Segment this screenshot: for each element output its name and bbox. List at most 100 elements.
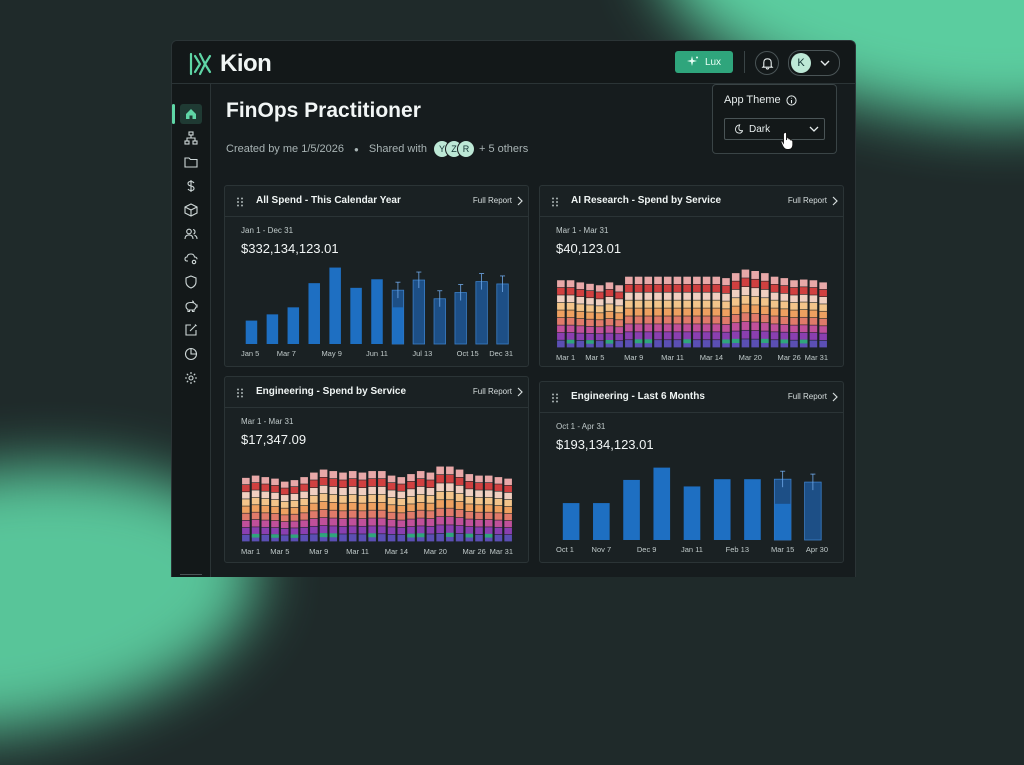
bar-segment <box>809 317 818 325</box>
drag-handle-icon[interactable] <box>551 393 559 403</box>
bar-segment <box>455 509 464 518</box>
sidebar-item-settings[interactable] <box>180 368 202 388</box>
bar-segment <box>819 326 827 333</box>
bar-segment <box>329 502 338 510</box>
drag-handle-icon[interactable] <box>236 197 244 207</box>
bar-segment <box>494 520 503 527</box>
bar-segment <box>280 495 289 502</box>
chevron-right-icon[interactable] <box>831 196 839 206</box>
bar-segment <box>484 475 493 483</box>
sidebar-item-reports[interactable] <box>180 320 202 340</box>
sidebar-item-cloud[interactable] <box>180 248 202 268</box>
drag-handle-icon[interactable] <box>236 388 244 398</box>
bar-segment <box>790 287 798 295</box>
bar-segment <box>673 340 682 348</box>
bar-segment <box>242 513 250 521</box>
sparkle-icon <box>686 56 698 66</box>
sidebar-item-resources[interactable] <box>180 200 202 220</box>
notifications-button[interactable] <box>755 51 779 75</box>
bar-segment-accent <box>290 534 299 538</box>
bar-segment <box>557 295 565 303</box>
bar-segment <box>280 535 289 542</box>
bar-segment <box>693 340 701 348</box>
chevron-right-icon[interactable] <box>516 387 524 397</box>
sidebar-item-compliance[interactable] <box>180 272 202 292</box>
bar-segment <box>566 332 575 340</box>
bar-segment <box>436 500 444 508</box>
bar-segment <box>494 527 503 535</box>
bar-segment <box>387 519 396 527</box>
bar-segment <box>741 269 750 278</box>
bar-segment <box>683 340 691 348</box>
full-report-link[interactable]: Full Report <box>787 196 827 205</box>
sidebar-item-finance[interactable] <box>180 176 202 196</box>
chart-engineering-services: Mar 1 Mar 5 Mar 9 Mar 11 Mar 14 Mar 20 Mar 26 M… <box>241 466 513 556</box>
sidebar-item-home[interactable] <box>172 104 202 124</box>
bar-segment <box>751 339 759 348</box>
bar-segment <box>504 527 512 535</box>
bar-segment-accent <box>605 339 614 344</box>
bar-segment <box>605 304 614 311</box>
full-report-link[interactable]: Full Report <box>787 392 827 401</box>
tick-label: Mar 7 <box>277 349 296 358</box>
drag-handle-icon[interactable] <box>551 197 559 207</box>
bar-segment <box>644 276 653 285</box>
bar-segment <box>615 313 623 320</box>
bar-segment <box>455 485 464 494</box>
bar-segment <box>761 339 769 348</box>
bar-segment <box>673 292 682 300</box>
bar-segment <box>663 324 672 332</box>
full-report-link[interactable]: Full Report <box>472 196 512 205</box>
theme-select[interactable]: Dark <box>724 118 825 140</box>
shared-avatars[interactable]: Y Z R <box>432 140 475 158</box>
bar-segment <box>576 296 585 304</box>
sidebar-item-organization[interactable] <box>180 128 202 148</box>
chevron-right-icon[interactable] <box>831 392 839 402</box>
bar-segment <box>615 306 623 313</box>
info-icon[interactable] <box>786 94 797 106</box>
total-amount: $193,134,123.01 <box>556 437 654 452</box>
chevron-right-icon[interactable] <box>516 196 524 206</box>
bar-segment <box>455 477 464 486</box>
tick-label: Jan 5 <box>241 349 259 358</box>
bar-segment <box>722 332 730 340</box>
theme-value: Dark <box>749 123 771 135</box>
bar-segment <box>358 480 367 488</box>
tick-label: Mar 26 <box>462 547 485 556</box>
bar-segment <box>475 505 483 512</box>
bar-segment <box>615 299 623 306</box>
home-icon <box>186 109 196 119</box>
bar <box>593 503 610 540</box>
bar-segment <box>319 469 328 478</box>
bar-segment <box>634 340 643 348</box>
shared-others-count[interactable]: + 5 others <box>478 143 529 155</box>
forecast-bar <box>804 481 822 541</box>
user-menu[interactable]: K <box>788 50 840 76</box>
bar-segment <box>368 471 376 479</box>
bar-segment <box>348 486 357 495</box>
sidebar-item-folders[interactable] <box>180 152 202 172</box>
bar-segment <box>644 332 653 340</box>
sidebar-item-users[interactable] <box>180 224 202 244</box>
bar-segment <box>615 327 623 334</box>
sidebar-item-savings[interactable] <box>180 296 202 316</box>
bar-segment <box>494 491 503 499</box>
bar-segment <box>712 276 721 285</box>
full-report-link[interactable]: Full Report <box>472 387 512 396</box>
bar-segment <box>339 511 347 519</box>
lux-button[interactable]: Lux <box>675 51 733 73</box>
bar-segment <box>819 318 827 326</box>
bar-segment <box>407 511 415 519</box>
bar-segment <box>504 534 512 542</box>
bar-segment <box>436 474 444 483</box>
bar-segment <box>329 534 338 542</box>
tick-label: Mar 20 <box>739 353 762 362</box>
bar-segment <box>663 284 672 292</box>
sidebar-item-analytics[interactable] <box>180 344 202 364</box>
tick-label: Mar 1 <box>556 353 575 362</box>
bar-segment <box>751 296 759 305</box>
total-amount: $332,134,123.01 <box>241 241 339 256</box>
tick-label: Feb 13 <box>726 545 749 554</box>
bar-segment <box>387 512 396 520</box>
bar-segment <box>605 340 614 348</box>
